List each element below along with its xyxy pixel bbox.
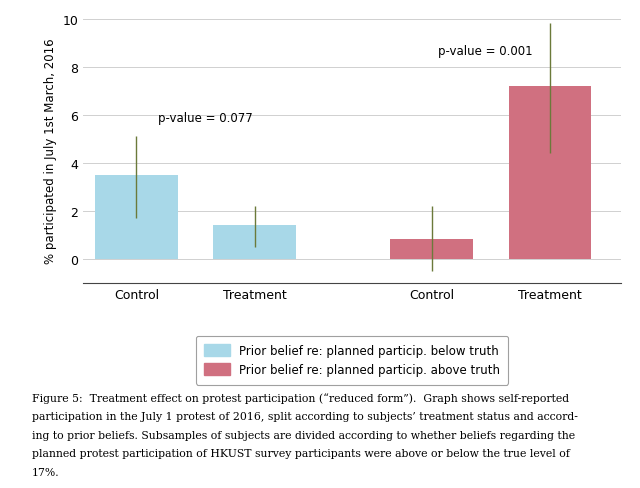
Text: ing to prior beliefs. Subsamples of subjects are divided according to whether be: ing to prior beliefs. Subsamples of subj…: [32, 430, 575, 440]
Bar: [95, 175, 178, 259]
Text: Figure 5:  Treatment effect on protest participation (“reduced form”).  Graph sh: Figure 5: Treatment effect on protest pa…: [32, 393, 569, 404]
Y-axis label: % participated in July 1st March, 2016: % participated in July 1st March, 2016: [44, 39, 57, 264]
Text: p-value = 0.077: p-value = 0.077: [157, 112, 252, 125]
Legend: Prior belief re: planned particip. below truth, Prior belief re: planned partici: Prior belief re: planned particip. below…: [196, 336, 508, 385]
Bar: [390, 240, 473, 259]
Text: 17%.: 17%.: [32, 467, 60, 477]
Bar: [213, 225, 296, 259]
Text: planned protest participation of HKUST survey participants were above or below t: planned protest participation of HKUST s…: [32, 448, 570, 458]
Text: p-value = 0.001: p-value = 0.001: [438, 45, 532, 58]
Bar: [509, 86, 591, 259]
Text: participation in the July 1 protest of 2016, split according to subjects’ treatm: participation in the July 1 protest of 2…: [32, 411, 578, 421]
